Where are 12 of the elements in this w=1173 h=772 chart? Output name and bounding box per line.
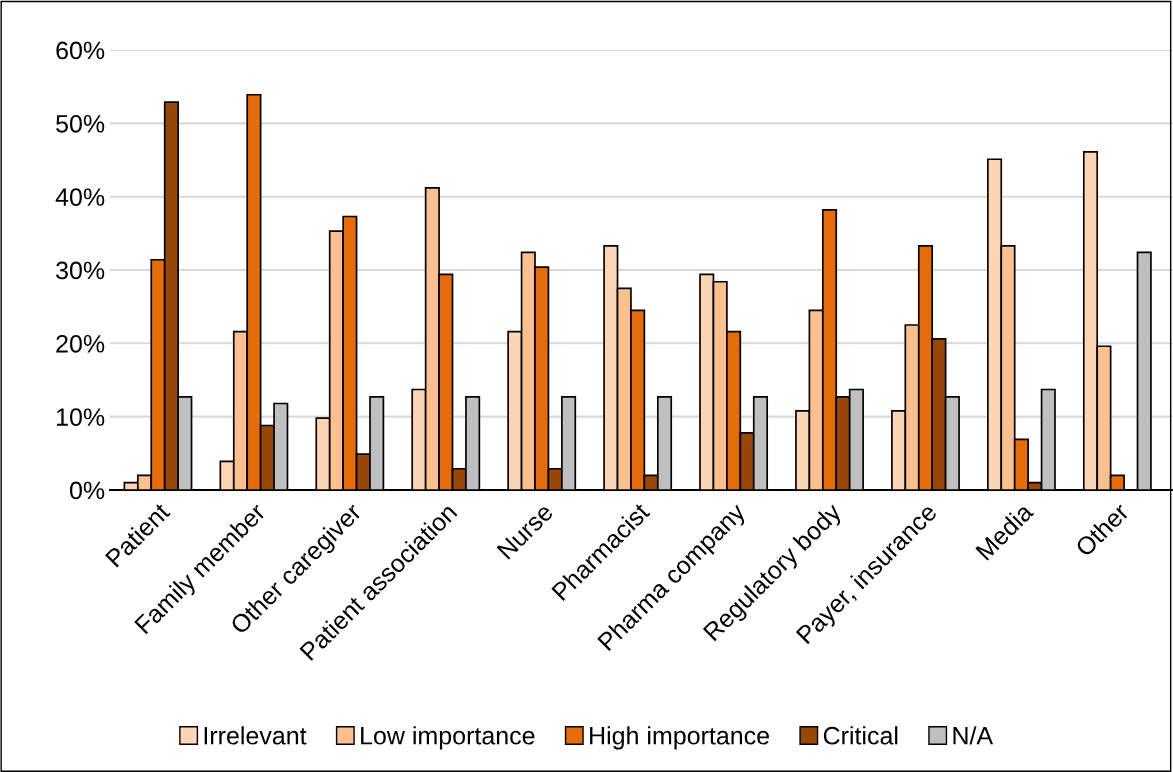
legend-label: High importance <box>590 726 769 750</box>
legend-label: N/A <box>953 726 994 745</box>
y-tick-label: 10% <box>57 408 105 426</box>
y-tick-label: 60% <box>56 41 105 60</box>
legend-label: Irrelevant <box>204 726 307 745</box>
y-tick-label: 30% <box>56 261 105 280</box>
y-tick-label: 40% <box>55 188 105 206</box>
y-tick-label: 20% <box>56 334 105 353</box>
y-tick-label: 50% <box>56 114 105 133</box>
legend-label: Low importance <box>361 726 535 750</box>
legend-label: Critical <box>823 726 898 745</box>
y-tick-label: 0% <box>69 481 105 500</box>
